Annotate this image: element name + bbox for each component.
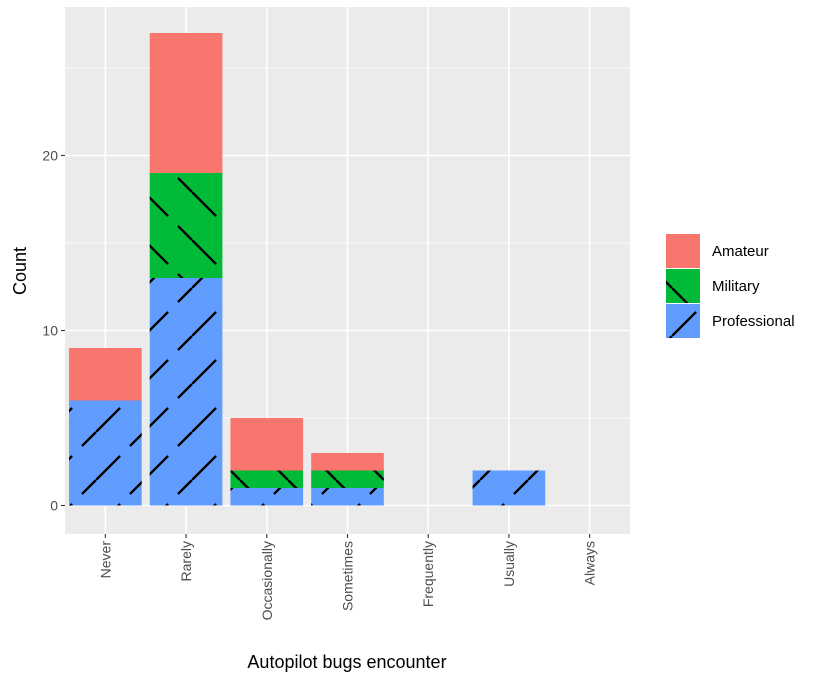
y-tick-label: 0 [50,498,58,514]
bar-pattern-military-rarely [149,173,223,278]
legend-key-pattern-military [666,269,700,303]
x-tick-label-rarely: Rarely [178,541,194,581]
bar-pattern-professional-sometimes [311,488,384,506]
legend-label-amateur: Amateur [712,243,769,260]
x-tick-label-always: Always [582,541,598,585]
x-axis-title: Autopilot bugs encounter [247,652,446,672]
y-axis: 0 10 20 [42,148,65,514]
bar-amateur-never [69,348,142,401]
bar-pattern-military-sometimes [311,470,384,488]
x-tick-label-frequently: Frequently [420,541,436,607]
y-axis-title: Count [10,247,30,295]
bar-amateur-occasionally [230,418,304,471]
bar-amateur-rarely [149,33,223,173]
legend-key-pattern-professional [666,304,700,338]
bar-amateur-sometimes [311,453,384,471]
bars [69,33,546,506]
bar-pattern-professional-never [69,400,142,506]
bar-pattern-military-occasionally [230,470,304,488]
x-tick-label-never: Never [97,541,113,579]
bar-pattern-professional-occasionally [230,488,304,506]
y-tick-label: 10 [42,323,58,339]
bar-pattern-professional-rarely [149,278,223,506]
bar-pattern-professional-usually [472,470,546,506]
legend-label-military: Military [712,278,760,295]
x-axis: Never Rarely Occasionally Sometimes Frequent… [97,534,598,620]
legend-label-professional: Professional [712,313,795,330]
x-tick-label-occasionally: Occasionally [259,541,275,620]
legend: Amateur Military Professional [666,234,795,338]
legend-key-amateur [666,234,700,268]
x-tick-label-usually: Usually [501,541,517,587]
y-tick-label: 20 [42,148,58,164]
x-tick-label-sometimes: Sometimes [340,541,356,611]
